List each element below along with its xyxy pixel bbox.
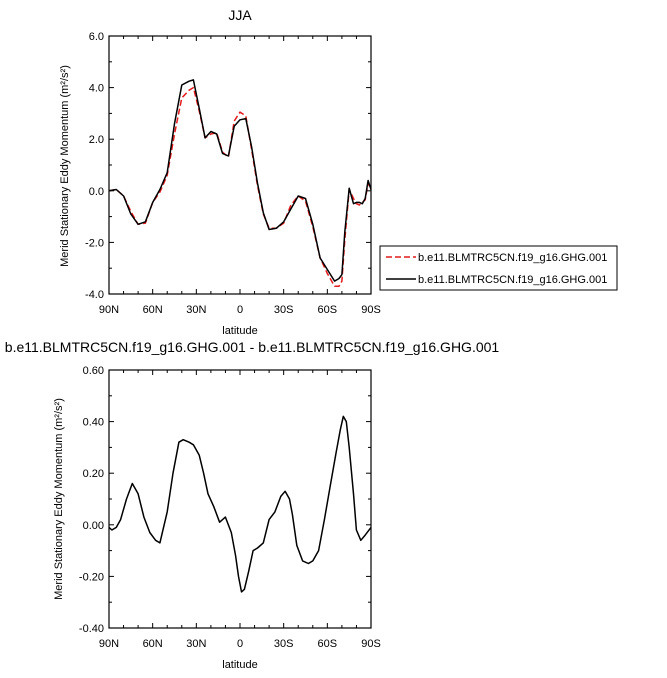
x-tick-label: 90S	[361, 638, 381, 650]
chart-top: JJA -4.0 -2.0 0.0 2.0 4.0 6.0 90N 60N 30N 0 30S 60S…	[59, 7, 618, 337]
legend-label-series-1: b.e11.BLMTRC5CN.f19_g16.GHG.001	[418, 252, 607, 264]
y-tick-label: 4.0	[89, 83, 104, 95]
chart-bottom-series-layer	[108, 415, 372, 593]
x-tick-label: 30N	[186, 304, 206, 316]
chart-bottom-ticks: -0.40 -0.20 0.00 0.20 0.40 0.60 90N 60N 30N 0 30S 6…	[79, 365, 381, 650]
chart-top-y-axis-label: Merid Stationary Eddy Momentum (m²/s²)	[59, 65, 71, 267]
chart-bottom: b.e11.BLMTRC5CN.f19_g16.GHG.001 - b.e11.…	[5, 339, 500, 671]
x-tick-label: 30S	[274, 304, 294, 316]
chart-top-series-layer	[108, 79, 372, 288]
y-tick-label: -0.40	[79, 623, 104, 635]
chart-bottom-y-axis-label: Merid Stationary Eddy Momentum (m²/s²)	[53, 398, 65, 600]
y-tick-label: -2.0	[85, 237, 104, 249]
chart-top-title: JJA	[228, 7, 252, 23]
x-tick-label: 0	[237, 638, 243, 650]
x-tick-label: 60N	[143, 304, 163, 316]
chart-top-plot-frame	[108, 35, 372, 295]
x-tick-label: 60S	[318, 638, 338, 650]
chart-top-x-axis-label: latitude	[222, 325, 257, 337]
chart-bottom-plot-frame	[108, 369, 372, 629]
x-tick-label: 60N	[143, 638, 163, 650]
x-tick-label: 30N	[186, 638, 206, 650]
y-tick-label: 6.0	[89, 31, 104, 43]
legend-label-series-2: b.e11.BLMTRC5CN.f19_g16.GHG.001	[418, 274, 607, 286]
y-tick-label: 0.40	[83, 417, 104, 429]
chart-top-legend: b.e11.BLMTRC5CN.f19_g16.GHG.001 b.e11.BL…	[379, 245, 618, 291]
y-tick-label: 2.0	[89, 134, 104, 146]
y-tick-label: 0.20	[83, 468, 104, 480]
x-tick-label: 90N	[99, 638, 119, 650]
x-tick-label: 0	[237, 304, 243, 316]
y-tick-label: -4.0	[85, 289, 104, 301]
chart-bottom-x-axis-label: latitude	[222, 659, 257, 671]
series-line-1	[108, 86, 372, 288]
series-line-2	[108, 79, 372, 282]
chart-bottom-title: b.e11.BLMTRC5CN.f19_g16.GHG.001 - b.e11.…	[5, 339, 500, 355]
x-tick-label: 90N	[99, 304, 119, 316]
chart-top-ticks: -4.0 -2.0 0.0 2.0 4.0 6.0 90N 60N 30N 0 30S 60S 90S	[85, 31, 381, 316]
x-tick-label: 90S	[361, 304, 381, 316]
y-tick-label: 0.0	[89, 186, 104, 198]
x-tick-label: 60S	[318, 304, 338, 316]
y-tick-label: 0.60	[83, 365, 104, 377]
x-tick-label: 30S	[274, 638, 294, 650]
series-line-1	[108, 415, 372, 593]
y-tick-label: -0.20	[79, 571, 104, 583]
y-tick-label: 0.00	[83, 520, 104, 532]
legend-box	[379, 245, 618, 291]
